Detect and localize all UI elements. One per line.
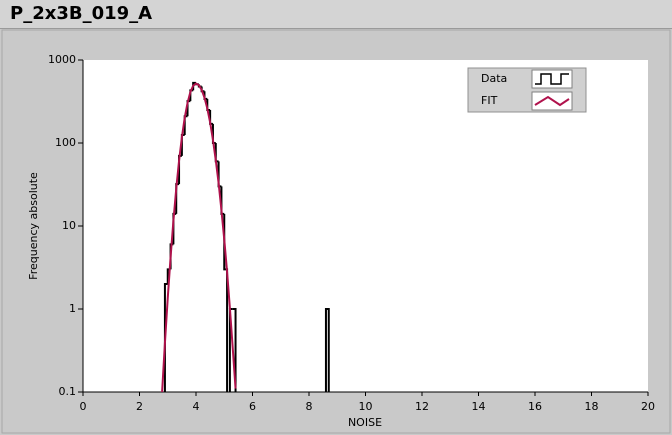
x-tick-label: 14 (472, 400, 486, 413)
y-axis-label: Frequency absolute (27, 172, 40, 280)
x-axis-label: NOISE (348, 416, 382, 429)
window-title: P_2x3B_019_A (10, 3, 153, 24)
x-tick-label: 20 (641, 400, 655, 413)
y-tick-label: 1 (69, 302, 76, 315)
legend-swatch-box (531, 91, 573, 111)
histogram-bar (232, 308, 237, 392)
x-tick-label: 2 (136, 400, 143, 413)
legend-swatch (535, 73, 569, 85)
panel-frame (1, 29, 671, 434)
legend-swatch-box (531, 69, 573, 89)
x-tick-label: 18 (585, 400, 599, 413)
x-tick-label: 12 (415, 400, 429, 413)
x-tick-label: 16 (528, 400, 542, 413)
x-tick-label: 4 (193, 400, 200, 413)
title-bar: P_2x3B_019_A (0, 0, 672, 29)
legend-label: Data (481, 72, 507, 85)
plot-area (83, 60, 648, 392)
legend-label: FIT (481, 94, 498, 107)
x-tick-label: 0 (80, 400, 87, 413)
y-tick-label: 1000 (48, 53, 76, 66)
fit-line (161, 82, 237, 393)
y-tick-label: 0.1 (59, 385, 77, 398)
y-tick-label: 100 (55, 136, 76, 149)
legend-swatch (534, 95, 570, 107)
x-tick-label: 6 (249, 400, 256, 413)
y-tick-label: 10 (62, 219, 76, 232)
x-tick-label: 8 (306, 400, 313, 413)
x-tick-label: 10 (359, 400, 373, 413)
histogram-bar (324, 308, 330, 392)
